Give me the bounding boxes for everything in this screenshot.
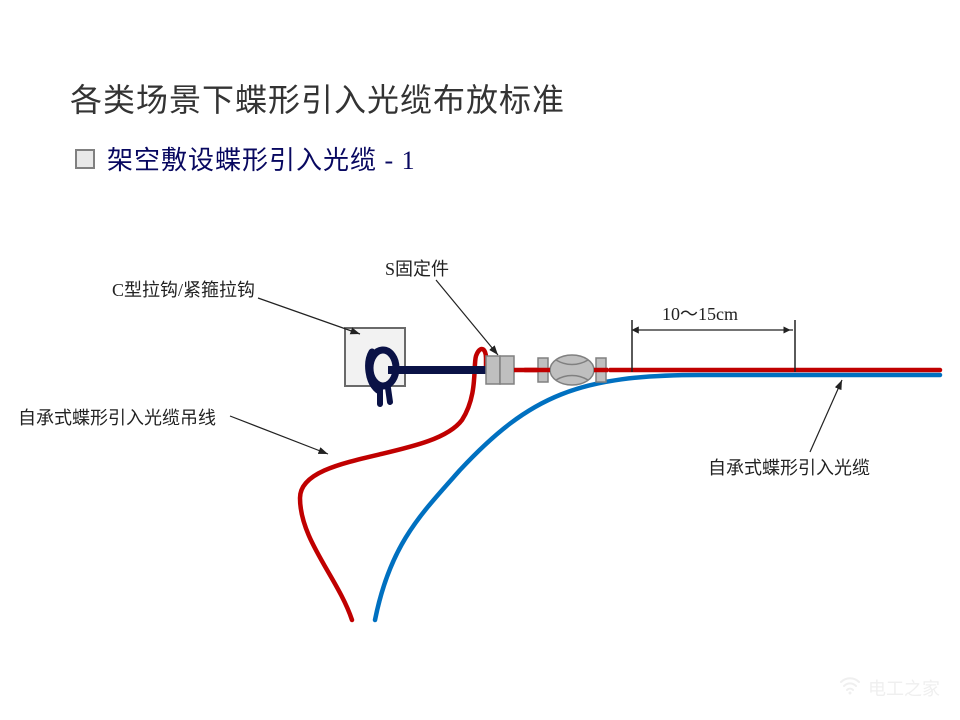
- dimension-marks: [632, 320, 795, 372]
- clamp-oval: [550, 355, 594, 385]
- wifi-icon: [838, 673, 862, 702]
- red-cable-wrap: [300, 349, 497, 620]
- pointer-drop-cable: [810, 380, 842, 452]
- s-fixer-left: [486, 356, 514, 384]
- pointer-suspension: [230, 416, 328, 454]
- watermark: 电工之家: [838, 673, 940, 702]
- diagram-svg: [0, 0, 960, 720]
- watermark-text: 电工之家: [868, 675, 940, 701]
- pointer-c-hook: [258, 298, 360, 334]
- pointer-s-fixer: [436, 280, 498, 355]
- blue-cable: [375, 375, 940, 620]
